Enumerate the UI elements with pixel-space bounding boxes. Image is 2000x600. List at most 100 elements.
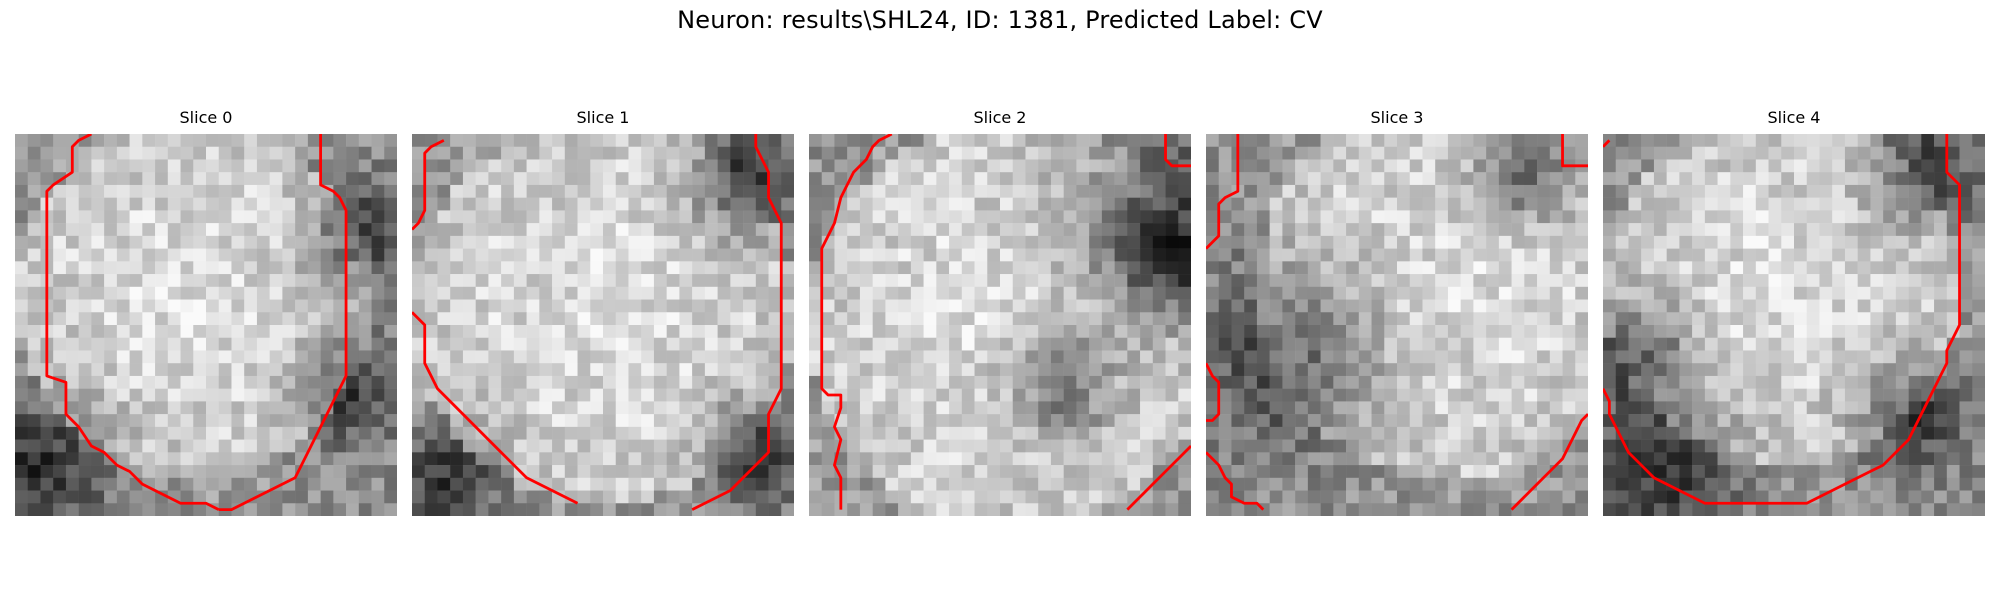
pixel bbox=[15, 503, 28, 516]
pixel bbox=[885, 274, 899, 288]
pixel bbox=[1295, 286, 1309, 300]
pixel bbox=[91, 490, 105, 504]
pixel bbox=[1000, 159, 1013, 173]
pixel bbox=[65, 477, 79, 491]
pixel bbox=[717, 465, 731, 479]
pixel bbox=[15, 274, 28, 288]
pixel bbox=[717, 134, 731, 147]
pixel bbox=[936, 363, 950, 377]
pixel bbox=[1244, 477, 1258, 491]
pixel bbox=[603, 172, 616, 186]
pixel bbox=[167, 172, 181, 186]
pixel bbox=[1934, 414, 1948, 428]
pixel bbox=[320, 172, 334, 186]
pixel bbox=[1666, 223, 1680, 237]
pixel bbox=[628, 337, 642, 351]
pixel bbox=[961, 210, 975, 224]
pixel bbox=[15, 388, 28, 402]
pixel bbox=[1038, 426, 1052, 440]
pixel bbox=[462, 477, 476, 491]
pixel bbox=[15, 312, 28, 326]
pixel bbox=[1178, 414, 1191, 428]
pixel bbox=[1409, 248, 1423, 262]
pixel bbox=[1921, 452, 1935, 466]
pixel bbox=[1050, 503, 1064, 516]
pixel bbox=[1422, 375, 1436, 389]
pixel bbox=[1165, 337, 1179, 351]
pixel bbox=[1140, 261, 1154, 275]
pixel bbox=[1730, 197, 1744, 211]
pixel bbox=[1140, 274, 1154, 288]
pixel bbox=[1089, 261, 1103, 275]
pixel bbox=[1358, 401, 1372, 415]
pixel bbox=[1908, 375, 1922, 389]
pixel bbox=[1206, 503, 1219, 516]
pixel bbox=[1486, 503, 1500, 516]
pixel bbox=[1549, 274, 1563, 288]
pixel bbox=[1562, 375, 1576, 389]
pixel bbox=[1819, 426, 1833, 440]
pixel bbox=[1320, 134, 1334, 147]
pixel bbox=[653, 363, 667, 377]
pixel bbox=[1409, 184, 1423, 198]
pixel bbox=[1781, 363, 1795, 377]
pixel bbox=[1562, 235, 1576, 249]
pixel bbox=[462, 210, 476, 224]
pixel bbox=[1460, 337, 1474, 351]
pixel bbox=[653, 146, 667, 160]
pixel bbox=[1000, 146, 1013, 160]
pixel bbox=[142, 248, 156, 262]
pixel bbox=[346, 414, 360, 428]
pixel bbox=[231, 490, 245, 504]
slice-image-frame bbox=[412, 134, 794, 516]
pixel bbox=[206, 363, 219, 377]
pixel bbox=[1178, 248, 1191, 262]
pixel bbox=[1165, 146, 1179, 160]
pixel bbox=[1524, 503, 1538, 516]
pixel bbox=[1908, 439, 1922, 453]
pixel bbox=[872, 172, 886, 186]
pixel bbox=[450, 184, 464, 198]
pixel bbox=[1333, 363, 1347, 377]
pixel bbox=[653, 452, 667, 466]
pixel bbox=[1012, 414, 1026, 428]
pixel bbox=[717, 146, 731, 160]
pixel bbox=[615, 401, 629, 415]
pixel bbox=[679, 465, 693, 479]
pixel bbox=[1409, 223, 1423, 237]
pixel bbox=[641, 363, 655, 377]
pixel bbox=[1384, 363, 1398, 377]
pixel bbox=[539, 375, 553, 389]
pixel bbox=[1244, 184, 1258, 198]
pixel bbox=[1562, 503, 1576, 516]
pixel bbox=[1460, 274, 1474, 288]
pixel bbox=[1012, 490, 1026, 504]
pixel bbox=[923, 363, 937, 377]
pixel bbox=[412, 426, 425, 440]
pixel bbox=[1806, 388, 1820, 402]
pixel bbox=[1908, 235, 1922, 249]
pixel bbox=[1717, 401, 1731, 415]
pixel bbox=[1959, 401, 1973, 415]
pixel bbox=[1320, 426, 1334, 440]
pixel bbox=[1704, 401, 1718, 415]
slice-image bbox=[412, 134, 794, 516]
pixel bbox=[1857, 350, 1871, 364]
pixel bbox=[653, 490, 667, 504]
pixel bbox=[1269, 159, 1283, 173]
pixel bbox=[1870, 363, 1884, 377]
pixel bbox=[974, 299, 988, 313]
pixel bbox=[142, 426, 156, 440]
pixel bbox=[961, 465, 975, 479]
pixel bbox=[180, 490, 194, 504]
pixel bbox=[269, 146, 283, 160]
pixel bbox=[1768, 503, 1782, 516]
pixel bbox=[1206, 337, 1219, 351]
pixel bbox=[1012, 337, 1026, 351]
pixel bbox=[1371, 312, 1385, 326]
pixel bbox=[1857, 299, 1871, 313]
pixel bbox=[1768, 375, 1782, 389]
pixel bbox=[424, 401, 438, 415]
pixel bbox=[603, 274, 616, 288]
pixel bbox=[15, 159, 28, 173]
